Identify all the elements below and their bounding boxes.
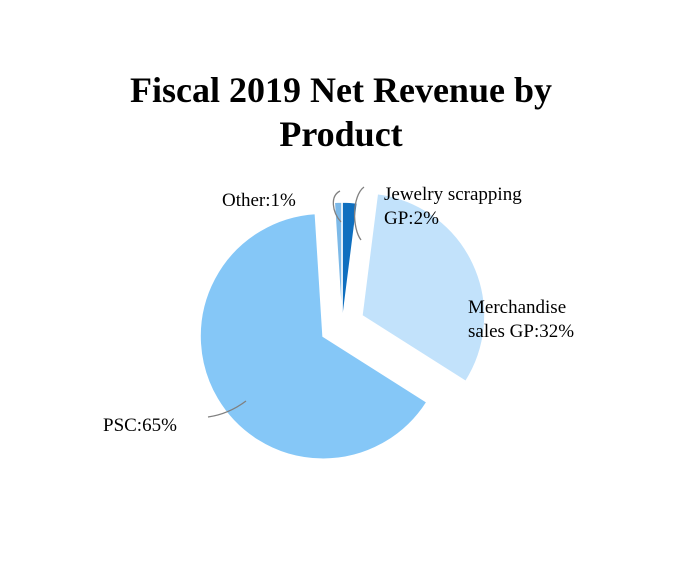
data-label-1-line-0: Merchandise	[468, 297, 566, 318]
data-label-2-line-0: PSC:65%	[103, 415, 177, 436]
chart-title: Fiscal 2019 Net Revenue by Product	[0, 68, 682, 156]
data-label-1-line-1: sales GP:32%	[468, 321, 574, 342]
chart-title-line-1: Fiscal 2019 Net Revenue by	[130, 70, 552, 110]
leader-line-2	[207, 400, 247, 418]
leader-line-0	[353, 186, 365, 241]
data-label-3-line-0: Other:1%	[222, 190, 296, 211]
data-label-0-line-0: Jewelry scrapping	[384, 184, 522, 205]
pie-slice-2	[199, 212, 428, 460]
data-label-0: Jewelry scrapping GP:2%	[384, 184, 522, 229]
data-label-3: Other:1%	[222, 190, 296, 211]
chart-title-line-2: Product	[279, 114, 403, 154]
data-label-2: PSC:65%	[103, 415, 177, 436]
pie-slice-3	[333, 201, 343, 326]
data-label-1: Merchandise sales GP:32%	[468, 297, 574, 342]
leader-line-3	[332, 190, 342, 223]
data-label-0-line-1: GP:2%	[384, 208, 439, 229]
pie-slice-1	[361, 192, 486, 383]
